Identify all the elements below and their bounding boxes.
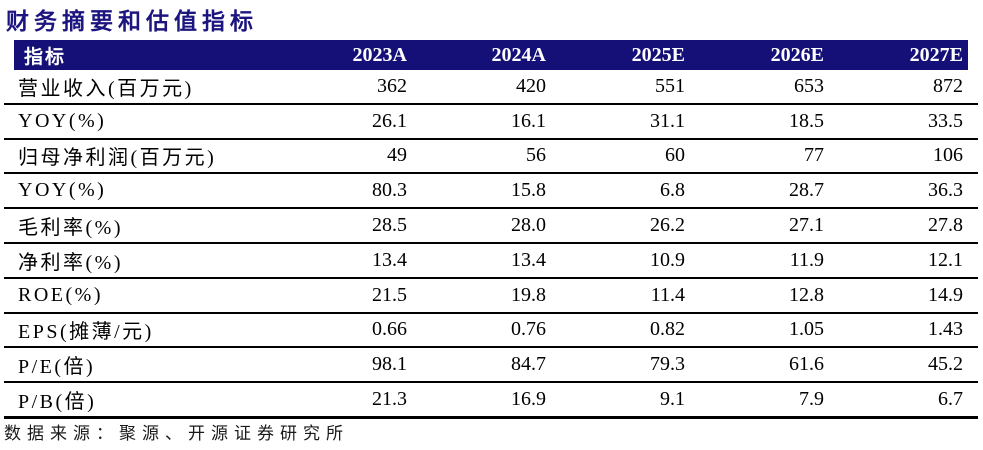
cell-value: 1.05 (789, 318, 824, 341)
cell-value: 77 (804, 144, 824, 167)
data-source-note: 数据来源：聚源、开源证券研究所 (4, 424, 349, 443)
row-label: EPS(摊薄/元) (18, 321, 154, 344)
cell-value: 551 (655, 74, 685, 97)
cell-value: 80.3 (372, 179, 407, 202)
cell-value: 18.5 (789, 109, 824, 132)
column-header-2024a: 2024A (491, 43, 546, 66)
cell-value: 0.76 (511, 318, 546, 341)
table-header-row: 指标 2023A 2024A 2025E 2026E 2027E (4, 40, 978, 70)
cell-value: 16.9 (511, 388, 546, 411)
cell-value: 16.1 (511, 109, 546, 132)
cell-value: 872 (933, 74, 963, 97)
table-row-pb: P/B(倍) 21.3 16.9 9.1 7.9 6.7 (4, 383, 978, 419)
row-label: 归母净利润(百万元) (18, 147, 217, 170)
cell-value: 79.3 (650, 353, 685, 376)
financial-summary-table: 指标 2023A 2024A 2025E 2026E 2027E 营业收入(百万… (4, 40, 978, 419)
cell-value: 27.1 (789, 214, 824, 237)
row-label: 营业收入(百万元) (18, 77, 194, 100)
cell-value: 6.8 (660, 179, 685, 202)
cell-value: 420 (516, 74, 546, 97)
row-label: YOY(%) (18, 109, 107, 132)
column-header-2023a: 2023A (352, 43, 407, 66)
cell-value: 28.0 (511, 214, 546, 237)
cell-value: 12.1 (928, 248, 963, 271)
cell-value: 28.5 (372, 214, 407, 237)
cell-value: 0.82 (650, 318, 685, 341)
column-header-2027e: 2027E (909, 43, 963, 66)
table-row-eps: EPS(摊薄/元) 0.66 0.76 0.82 1.05 1.43 (4, 314, 978, 349)
cell-value: 61.6 (789, 353, 824, 376)
page-title: 财务摘要和估值指标 (6, 9, 258, 34)
cell-value: 19.8 (511, 283, 546, 306)
cell-value: 49 (387, 144, 407, 167)
cell-value: 7.9 (799, 388, 824, 411)
cell-value: 14.9 (928, 283, 963, 306)
table-row-net-margin: 净利率(%) 13.4 13.4 10.9 11.9 12.1 (4, 244, 978, 279)
table-row-net-profit-yoy: YOY(%) 80.3 15.8 6.8 28.7 36.3 (4, 174, 978, 210)
cell-value: 13.4 (372, 248, 407, 271)
cell-value: 21.3 (372, 388, 407, 411)
column-header-2025e: 2025E (631, 43, 685, 66)
cell-value: 12.8 (789, 283, 824, 306)
header-background (14, 40, 968, 70)
row-label: P/B(倍) (18, 391, 97, 414)
column-header-metric: 指标 (24, 46, 67, 68)
table-row-pe: P/E(倍) 98.1 84.7 79.3 61.6 45.2 (4, 348, 978, 384)
cell-value: 11.9 (789, 248, 824, 271)
cell-value: 21.5 (372, 283, 407, 306)
cell-value: 28.7 (789, 179, 824, 202)
row-label: 净利率(%) (18, 251, 123, 274)
row-label: 毛利率(%) (18, 217, 123, 240)
cell-value: 84.7 (511, 353, 546, 376)
cell-value: 26.2 (650, 214, 685, 237)
table-row-net-profit: 归母净利润(百万元) 49 56 60 77 106 (4, 140, 978, 175)
column-header-2026e: 2026E (770, 43, 824, 66)
cell-value: 106 (933, 144, 963, 167)
cell-value: 653 (794, 74, 824, 97)
row-label: ROE(%) (18, 283, 103, 306)
cell-value: 13.4 (511, 248, 546, 271)
cell-value: 1.43 (928, 318, 963, 341)
cell-value: 98.1 (372, 353, 407, 376)
cell-value: 31.1 (650, 109, 685, 132)
cell-value: 0.66 (372, 318, 407, 341)
cell-value: 10.9 (650, 248, 685, 271)
cell-value: 362 (377, 74, 407, 97)
table-row-roe: ROE(%) 21.5 19.8 11.4 12.8 14.9 (4, 279, 978, 314)
table-row-gross-margin: 毛利率(%) 28.5 28.0 26.2 27.1 27.8 (4, 209, 978, 244)
cell-value: 27.8 (928, 214, 963, 237)
cell-value: 26.1 (372, 109, 407, 132)
cell-value: 15.8 (511, 179, 546, 202)
table-row-revenue: 营业收入(百万元) 362 420 551 653 872 (4, 70, 978, 105)
cell-value: 36.3 (928, 179, 963, 202)
cell-value: 6.7 (938, 388, 963, 411)
table-row-revenue-yoy: YOY(%) 26.1 16.1 31.1 18.5 33.5 (4, 105, 978, 140)
cell-value: 9.1 (660, 388, 685, 411)
cell-value: 11.4 (650, 283, 685, 306)
row-label: P/E(倍) (18, 356, 96, 379)
cell-value: 33.5 (928, 109, 963, 132)
row-label: YOY(%) (18, 179, 107, 202)
cell-value: 60 (665, 144, 685, 167)
cell-value: 45.2 (928, 353, 963, 376)
cell-value: 56 (526, 144, 546, 167)
